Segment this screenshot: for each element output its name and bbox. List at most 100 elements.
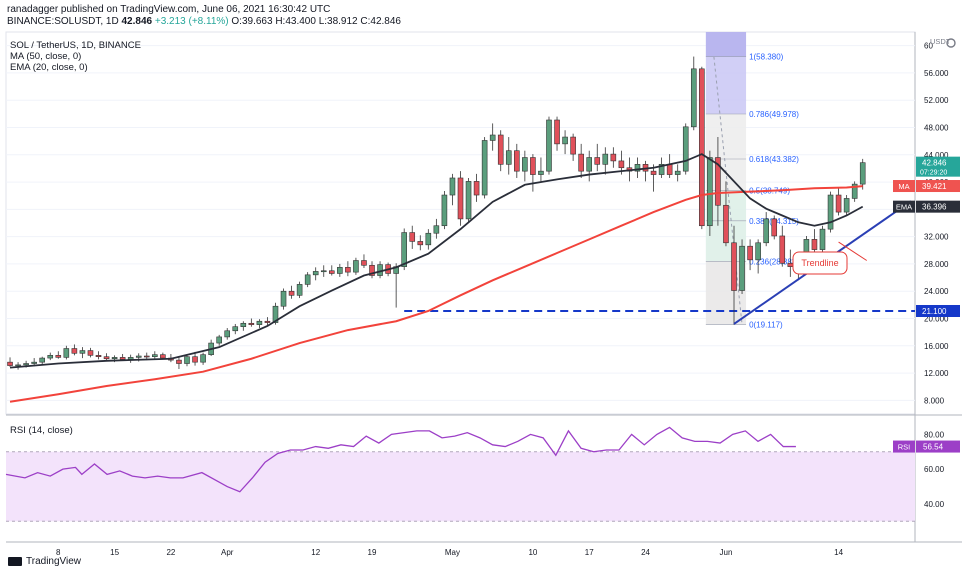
price-badge-value: 36.396 bbox=[922, 203, 947, 212]
y-tick-label: 48.000 bbox=[924, 124, 949, 133]
candle bbox=[256, 319, 263, 329]
candle bbox=[160, 352, 166, 359]
candle bbox=[280, 288, 287, 310]
candle-body bbox=[7, 361, 13, 366]
rsi-badge bbox=[916, 440, 960, 453]
candle-body bbox=[715, 157, 721, 206]
candle bbox=[328, 265, 335, 276]
candle-body bbox=[184, 356, 190, 364]
candle bbox=[586, 150, 593, 182]
candle bbox=[353, 257, 359, 275]
candle-body bbox=[55, 355, 62, 358]
candle bbox=[747, 239, 753, 271]
y-tick-label: 56.000 bbox=[924, 69, 949, 78]
candle-body bbox=[522, 157, 528, 172]
candle-body bbox=[143, 355, 150, 358]
candle-body bbox=[578, 153, 584, 172]
candle-body bbox=[304, 274, 311, 285]
rsi-tick-label: 60.00 bbox=[924, 465, 945, 474]
candle-body bbox=[682, 126, 689, 172]
candle-body bbox=[699, 68, 705, 227]
candle bbox=[602, 147, 609, 175]
candle bbox=[71, 344, 78, 356]
candle bbox=[658, 157, 665, 178]
candle bbox=[827, 191, 834, 233]
candle-body bbox=[819, 228, 826, 250]
candle-body bbox=[546, 119, 552, 172]
candle-body bbox=[135, 355, 142, 358]
y-tick-label: 12.000 bbox=[924, 369, 949, 378]
x-tick-label: 17 bbox=[585, 548, 594, 557]
candle-body bbox=[425, 232, 432, 246]
candle-body bbox=[248, 322, 255, 325]
settings-icon-ring bbox=[946, 38, 956, 48]
candle bbox=[562, 130, 568, 155]
candle-body bbox=[176, 359, 182, 364]
y-tick-label: 20.000 bbox=[924, 315, 949, 324]
candle bbox=[473, 173, 480, 202]
fib-label: 0(19.117) bbox=[749, 321, 783, 330]
candle-body bbox=[433, 225, 440, 234]
settings-icon[interactable] bbox=[946, 38, 956, 48]
candle-body bbox=[739, 245, 745, 291]
candle bbox=[95, 351, 102, 360]
candle bbox=[699, 66, 705, 230]
candle bbox=[433, 218, 440, 239]
candle bbox=[63, 345, 70, 360]
candle-body bbox=[618, 160, 625, 169]
candle-body bbox=[481, 140, 488, 196]
badge-tag-label: EMA bbox=[896, 203, 912, 212]
candle bbox=[79, 347, 86, 359]
candle-body bbox=[763, 218, 769, 244]
fib-label: 0.786(49.978) bbox=[749, 110, 799, 119]
y-tick-label: 16.000 bbox=[924, 342, 949, 351]
x-tick-label: May bbox=[445, 548, 460, 557]
candle-body bbox=[674, 170, 681, 175]
tradingview-logo[interactable]: TradingView bbox=[8, 556, 81, 567]
candle-body bbox=[320, 270, 327, 273]
candle-body bbox=[843, 198, 850, 213]
rsi-badge-value: 56.54 bbox=[923, 443, 944, 452]
candle bbox=[570, 133, 576, 161]
tradingview-mark-icon bbox=[8, 557, 22, 566]
candle bbox=[184, 355, 190, 367]
candle bbox=[538, 157, 544, 182]
candle-body bbox=[586, 157, 593, 172]
candle bbox=[522, 150, 528, 182]
candle bbox=[417, 235, 424, 251]
candle-body bbox=[538, 170, 544, 175]
rsi-band bbox=[6, 451, 915, 522]
candle-body bbox=[658, 164, 665, 175]
candle bbox=[369, 261, 375, 279]
candle-body bbox=[594, 157, 601, 165]
candle bbox=[264, 317, 271, 326]
candle bbox=[546, 116, 552, 175]
candle-body bbox=[111, 357, 118, 360]
candle-body bbox=[23, 363, 29, 366]
candle-body bbox=[39, 357, 45, 363]
price-badge-value: 39.421 bbox=[922, 182, 947, 191]
candle bbox=[554, 116, 560, 151]
fib-zone-top bbox=[705, 32, 747, 57]
candle bbox=[288, 285, 295, 299]
candle-body bbox=[337, 267, 343, 274]
price-badge-value: 21.100 bbox=[922, 307, 947, 316]
badge-tag bbox=[893, 180, 915, 193]
candle-body bbox=[787, 262, 794, 267]
candle-body bbox=[192, 356, 198, 363]
candle-body bbox=[811, 239, 818, 250]
fib-label: 1(58.380) bbox=[749, 53, 784, 62]
badge-tag-label: MA bbox=[898, 182, 909, 191]
candle-body bbox=[851, 183, 858, 199]
candle bbox=[771, 215, 778, 240]
candle-body bbox=[328, 270, 335, 274]
candle bbox=[682, 123, 689, 175]
rsi-tick-label: 80.00 bbox=[924, 430, 945, 439]
candle-body bbox=[95, 355, 102, 358]
candle-body bbox=[79, 350, 86, 354]
candle-body bbox=[224, 330, 231, 338]
candle bbox=[690, 56, 697, 131]
candle bbox=[505, 137, 512, 175]
legend-title: SOL / TetherUS, 1D, BINANCE bbox=[10, 40, 141, 51]
